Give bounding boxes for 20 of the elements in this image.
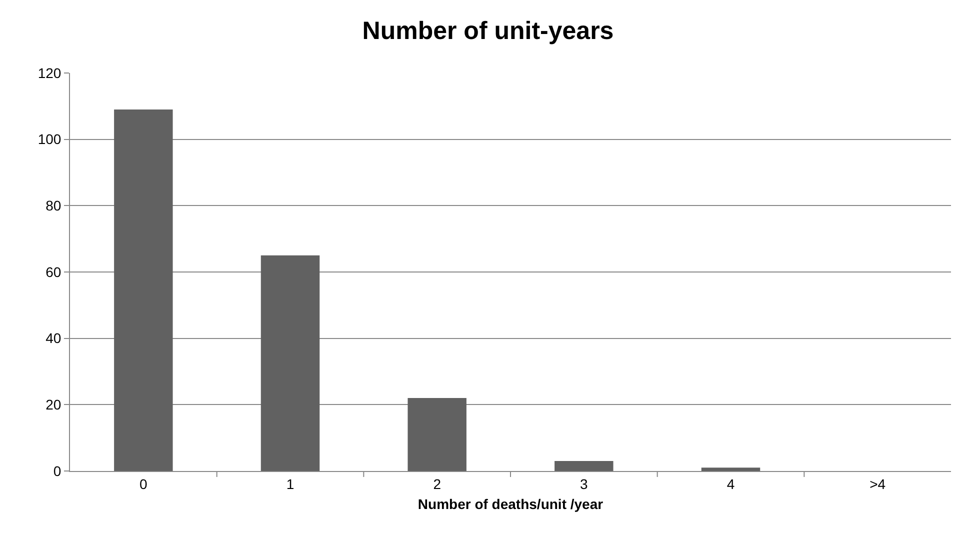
bar <box>114 109 173 471</box>
y-tick-label: 0 <box>53 462 62 479</box>
y-tick-label: 60 <box>46 264 62 280</box>
y-tick-label: 120 <box>38 64 62 81</box>
chart-title: Number of unit-years <box>362 16 614 45</box>
bar <box>701 468 760 471</box>
x-tick-label: 2 <box>433 476 442 492</box>
bar <box>260 255 320 471</box>
x-tick-label: 4 <box>726 476 735 492</box>
y-tick-label: 100 <box>38 131 62 148</box>
x-tick-label: 3 <box>580 476 588 492</box>
x-tick-label: 1 <box>286 476 294 492</box>
y-tick-label: 20 <box>46 396 62 413</box>
y-tick-label: 40 <box>46 330 62 346</box>
x-tick-label: 0 <box>140 476 148 492</box>
x-tick-label: >4 <box>870 476 886 492</box>
bar <box>554 461 614 471</box>
x-axis-title: Number of deaths/unit /year <box>418 496 604 512</box>
y-tick-label: 80 <box>46 198 62 214</box>
bar <box>408 398 466 471</box>
